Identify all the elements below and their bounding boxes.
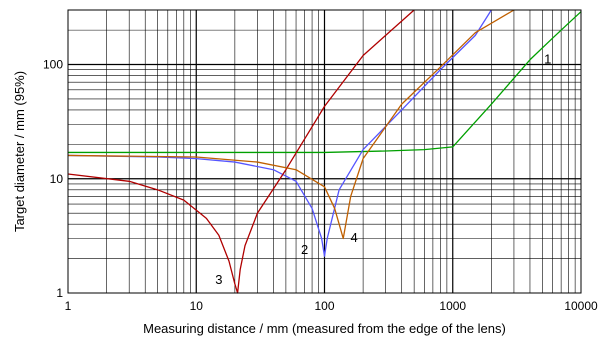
y-tick-label: 100 <box>43 58 63 72</box>
x-tick-label: 100 <box>314 299 334 313</box>
curve-label: 4 <box>350 230 357 245</box>
series-line-3 <box>67 9 415 294</box>
x-tick-label: 1 <box>65 299 72 313</box>
curve-label: 1 <box>544 52 551 67</box>
y-axis-label: Target diameter / mm (95%) <box>12 71 27 232</box>
curve-label: 2 <box>301 242 308 257</box>
y-tick-label: 10 <box>50 172 64 186</box>
x-tick-label: 1000 <box>439 299 466 313</box>
y-tick-label: 1 <box>56 286 63 300</box>
series-line-2 <box>67 9 492 257</box>
x-tick-label: 10000 <box>564 299 598 313</box>
plot-frame <box>67 9 582 294</box>
curve-label: 3 <box>215 272 222 287</box>
curve-labels: 1 2 3 4 <box>215 52 551 287</box>
tick-labels: 1 10 100 1000 10000 1 10 100 <box>43 58 598 313</box>
curves <box>67 9 582 294</box>
x-axis-label: Measuring distance / mm (measured from t… <box>143 321 506 336</box>
grid <box>68 10 581 293</box>
series-line-4 <box>67 9 515 240</box>
series-line-1 <box>68 11 582 154</box>
x-tick-label: 10 <box>190 299 204 313</box>
